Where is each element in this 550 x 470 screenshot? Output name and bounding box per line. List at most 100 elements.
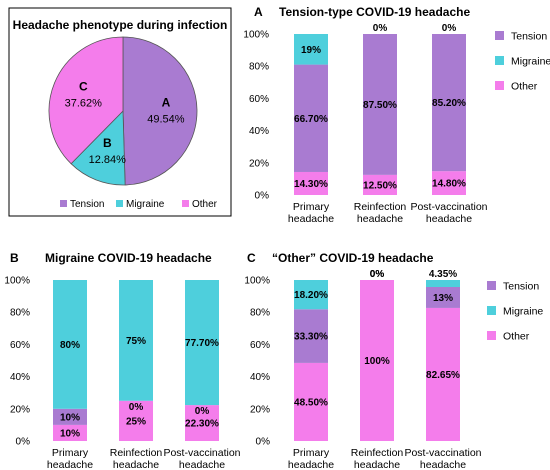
legend-label-migraine: Migraine bbox=[511, 56, 550, 68]
legend-swatch-other bbox=[487, 331, 496, 340]
bar-value-label: 66.70% bbox=[294, 114, 328, 125]
y-tick-label: 0% bbox=[256, 437, 271, 448]
bar-value-label: 18.20% bbox=[294, 290, 328, 301]
bar-segment-tension bbox=[426, 287, 460, 308]
bar-segment-other bbox=[119, 400, 153, 441]
category-label: headache bbox=[357, 213, 403, 225]
pie-slice-value-label: 12.84% bbox=[89, 154, 127, 166]
y-tick-label: 40% bbox=[249, 126, 269, 137]
pie-legend: Tension Migraine Other bbox=[60, 199, 218, 210]
legend-swatch-tension bbox=[60, 200, 67, 207]
pie-slice-letter: A bbox=[162, 95, 171, 109]
legend-swatch-other bbox=[495, 81, 504, 90]
legend-label-other: Other bbox=[503, 331, 530, 343]
bar-segment-other bbox=[426, 307, 460, 441]
category-label: Primary bbox=[293, 447, 330, 459]
pie-slice-tension bbox=[122, 36, 198, 186]
legend-label-other: Other bbox=[511, 81, 538, 93]
bar-value-label: 80% bbox=[60, 340, 80, 351]
bar-value-label: 19% bbox=[301, 45, 321, 56]
bar-value-label: 0% bbox=[373, 23, 388, 34]
bar-segment-other bbox=[294, 171, 328, 195]
bar-segment-other bbox=[363, 174, 397, 195]
category-label: Post-vaccination bbox=[410, 201, 487, 213]
bar-value-label: 22.30% bbox=[185, 419, 219, 430]
y-tick-label: 20% bbox=[249, 158, 269, 169]
legend-label-migraine: Migraine bbox=[126, 199, 165, 210]
bar-segment-migraine bbox=[294, 34, 328, 65]
bar-segment-tension bbox=[363, 34, 397, 175]
category-label: headache bbox=[179, 459, 225, 470]
y-tick-label: 40% bbox=[250, 372, 270, 383]
category-label: Primary bbox=[293, 201, 330, 213]
y-tick-label: 100% bbox=[243, 30, 269, 41]
y-tick-label: 0% bbox=[255, 191, 270, 202]
bar-value-label: 10% bbox=[60, 412, 80, 423]
bar-value-label: 0% bbox=[195, 406, 210, 417]
y-tick-label: 60% bbox=[250, 340, 270, 351]
legend-label-tension: Tension bbox=[70, 199, 104, 210]
bar-segment-other bbox=[53, 424, 87, 441]
category-label: Reinfection bbox=[351, 447, 404, 459]
y-tick-label: 80% bbox=[10, 308, 30, 319]
pie-slice-value-label: 37.62% bbox=[65, 98, 103, 110]
legend-swatch-migraine bbox=[116, 200, 123, 207]
bar-value-label: 87.50% bbox=[363, 100, 397, 111]
bar-value-label: 48.50% bbox=[294, 397, 328, 408]
bar-chart-c: 0% 20% 40% 60% 80% 100% 48.50% 33.30% 18.20% Prim… bbox=[244, 269, 543, 470]
category-label: headache bbox=[288, 213, 334, 225]
y-tick-label: 80% bbox=[250, 308, 270, 319]
category-label: Reinfection bbox=[110, 447, 163, 459]
legend-label-migraine: Migraine bbox=[503, 306, 543, 318]
bar-segment-tension bbox=[53, 408, 87, 425]
y-tick-label: 60% bbox=[249, 94, 269, 105]
category-label: headache bbox=[47, 459, 93, 470]
bar-value-label: 4.35% bbox=[429, 269, 457, 280]
category-label: Post-vaccination bbox=[404, 447, 481, 459]
bar-value-label: 10% bbox=[60, 428, 80, 439]
y-tick-label: 60% bbox=[10, 340, 30, 351]
bar-value-label: 14.30% bbox=[294, 179, 328, 190]
bar-segment-other bbox=[360, 280, 394, 441]
pie-title: Headache phenotype during infection bbox=[13, 18, 228, 32]
legend-swatch-tension bbox=[487, 281, 496, 290]
legend-label-tension: Tension bbox=[511, 31, 547, 43]
category-label: headache bbox=[113, 459, 159, 470]
bar-value-label: 77.70% bbox=[185, 338, 219, 349]
bar-value-label: 33.30% bbox=[294, 332, 328, 343]
bar-value-label: 75% bbox=[126, 336, 146, 347]
y-tick-label: 40% bbox=[10, 372, 30, 383]
bar-value-label: 13% bbox=[433, 293, 453, 304]
y-tick-label: 100% bbox=[244, 276, 270, 287]
bar-segment-migraine bbox=[119, 280, 153, 401]
category-label: headache bbox=[354, 459, 400, 470]
legend-swatch-tension bbox=[495, 31, 504, 40]
bar-segment-migraine bbox=[426, 280, 460, 288]
pie-slice-letter: B bbox=[103, 136, 112, 150]
bar-segment-migraine bbox=[294, 280, 328, 310]
panel-c-title: “Other” COVID-19 headache bbox=[272, 251, 434, 265]
panel-a-letter: A bbox=[254, 5, 263, 19]
bar-segment-tension bbox=[294, 309, 328, 363]
bar-value-label: 85.20% bbox=[432, 98, 466, 109]
bar-value-label: 14.80% bbox=[432, 179, 466, 190]
pie-slice-value-label: 49.54% bbox=[147, 113, 185, 125]
bar-value-label: 0% bbox=[129, 402, 144, 413]
category-label: Primary bbox=[52, 447, 89, 459]
bar-value-label: 100% bbox=[364, 356, 390, 367]
panel-b-title: Migraine COVID-19 headache bbox=[45, 251, 212, 265]
y-tick-label: 100% bbox=[4, 276, 30, 287]
legend-label-other: Other bbox=[192, 199, 218, 210]
legend-swatch-migraine bbox=[487, 306, 496, 315]
bar-segment-tension bbox=[294, 64, 328, 172]
bar-segment-tension bbox=[432, 34, 466, 172]
category-label: headache bbox=[426, 213, 472, 225]
legend-label-tension: Tension bbox=[503, 281, 539, 293]
bar-value-label: 0% bbox=[442, 23, 457, 34]
category-label: Reinfection bbox=[354, 201, 407, 213]
category-label: headache bbox=[288, 459, 334, 470]
bar-value-label: 82.65% bbox=[426, 370, 460, 381]
pie-slice-letter: C bbox=[79, 80, 88, 94]
y-tick-label: 20% bbox=[250, 404, 270, 415]
